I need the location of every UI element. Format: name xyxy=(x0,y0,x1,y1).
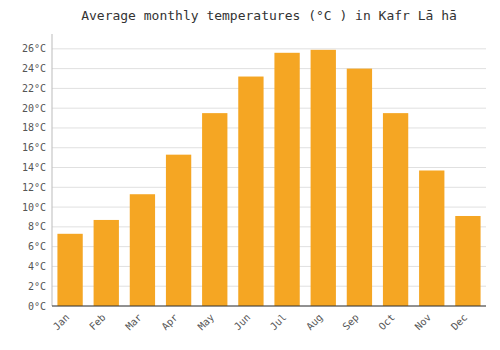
x-tick-label: Feb xyxy=(87,312,108,333)
title: Average monthly temperatures (°C ) in Ka… xyxy=(81,8,457,23)
x-tick-label: Dec xyxy=(449,312,470,333)
x-tick-label: Apr xyxy=(159,312,180,333)
x-axis-line xyxy=(52,306,486,307)
bar xyxy=(94,220,119,306)
grid-line xyxy=(52,147,486,148)
x-axis: Jan Feb Mar Apr May Jun Jul Aug Sep Oct Nov Dec xyxy=(51,306,486,332)
bar xyxy=(166,155,191,306)
bar xyxy=(274,53,299,306)
x-tick-label: May xyxy=(196,312,217,333)
bar xyxy=(311,50,336,306)
chart-svg: Average monthly temperatures (°C ) in Ka… xyxy=(0,0,500,350)
grid-line xyxy=(52,127,486,128)
bar xyxy=(455,216,480,306)
grid xyxy=(52,49,486,306)
bars xyxy=(57,50,480,306)
grid-line xyxy=(52,68,486,69)
grid-line xyxy=(52,48,486,49)
y-tick-label: 20°C xyxy=(22,103,46,114)
grid-line xyxy=(52,167,486,168)
chart-container: Average monthly temperatures (°C ) in Ka… xyxy=(0,0,500,350)
x-tick-label: Mar xyxy=(123,312,144,333)
x-tick-label: Jan xyxy=(51,312,72,333)
y-tick-label: 6°C xyxy=(28,241,46,252)
x-tick-label: Jun xyxy=(232,312,253,333)
x-tick-label: Jul xyxy=(268,312,289,333)
y-tick-label: 8°C xyxy=(28,221,46,232)
bar xyxy=(57,234,82,306)
bar xyxy=(202,113,227,306)
page: {"chart_data": {"type": "bar", "title": … xyxy=(0,0,500,350)
y-tick-label: 10°C xyxy=(22,202,46,213)
y-tick-label: 18°C xyxy=(22,122,46,133)
y-tick-label: 4°C xyxy=(28,261,46,272)
x-tick-label: Sep xyxy=(340,312,361,333)
x-tick-label: Nov xyxy=(413,312,434,333)
grid-line xyxy=(52,108,486,109)
x-tick-label: Oct xyxy=(376,312,397,333)
bar xyxy=(383,113,408,306)
y-tick-label: 16°C xyxy=(22,142,46,153)
y-axis: 0°C 2°C 4°C 6°C 8°C 10°C 12°C 14°C 16°C 18°C 20°C 2… xyxy=(22,34,52,312)
y-tick-label: 24°C xyxy=(22,63,46,74)
bar xyxy=(130,194,155,306)
grid-line xyxy=(52,306,486,307)
grid-line xyxy=(52,88,486,89)
y-tick-label: 12°C xyxy=(22,182,46,193)
y-tick-label: 22°C xyxy=(22,83,46,94)
x-tick-label: Aug xyxy=(304,312,325,333)
bar xyxy=(238,77,263,306)
bar xyxy=(419,170,444,306)
y-tick-label: 2°C xyxy=(28,281,46,292)
y-tick-label: 14°C xyxy=(22,162,46,173)
y-tick-label: 26°C xyxy=(22,43,46,54)
bar xyxy=(347,69,372,306)
y-tick-label: 0°C xyxy=(28,301,46,312)
y-axis-line xyxy=(52,34,53,306)
